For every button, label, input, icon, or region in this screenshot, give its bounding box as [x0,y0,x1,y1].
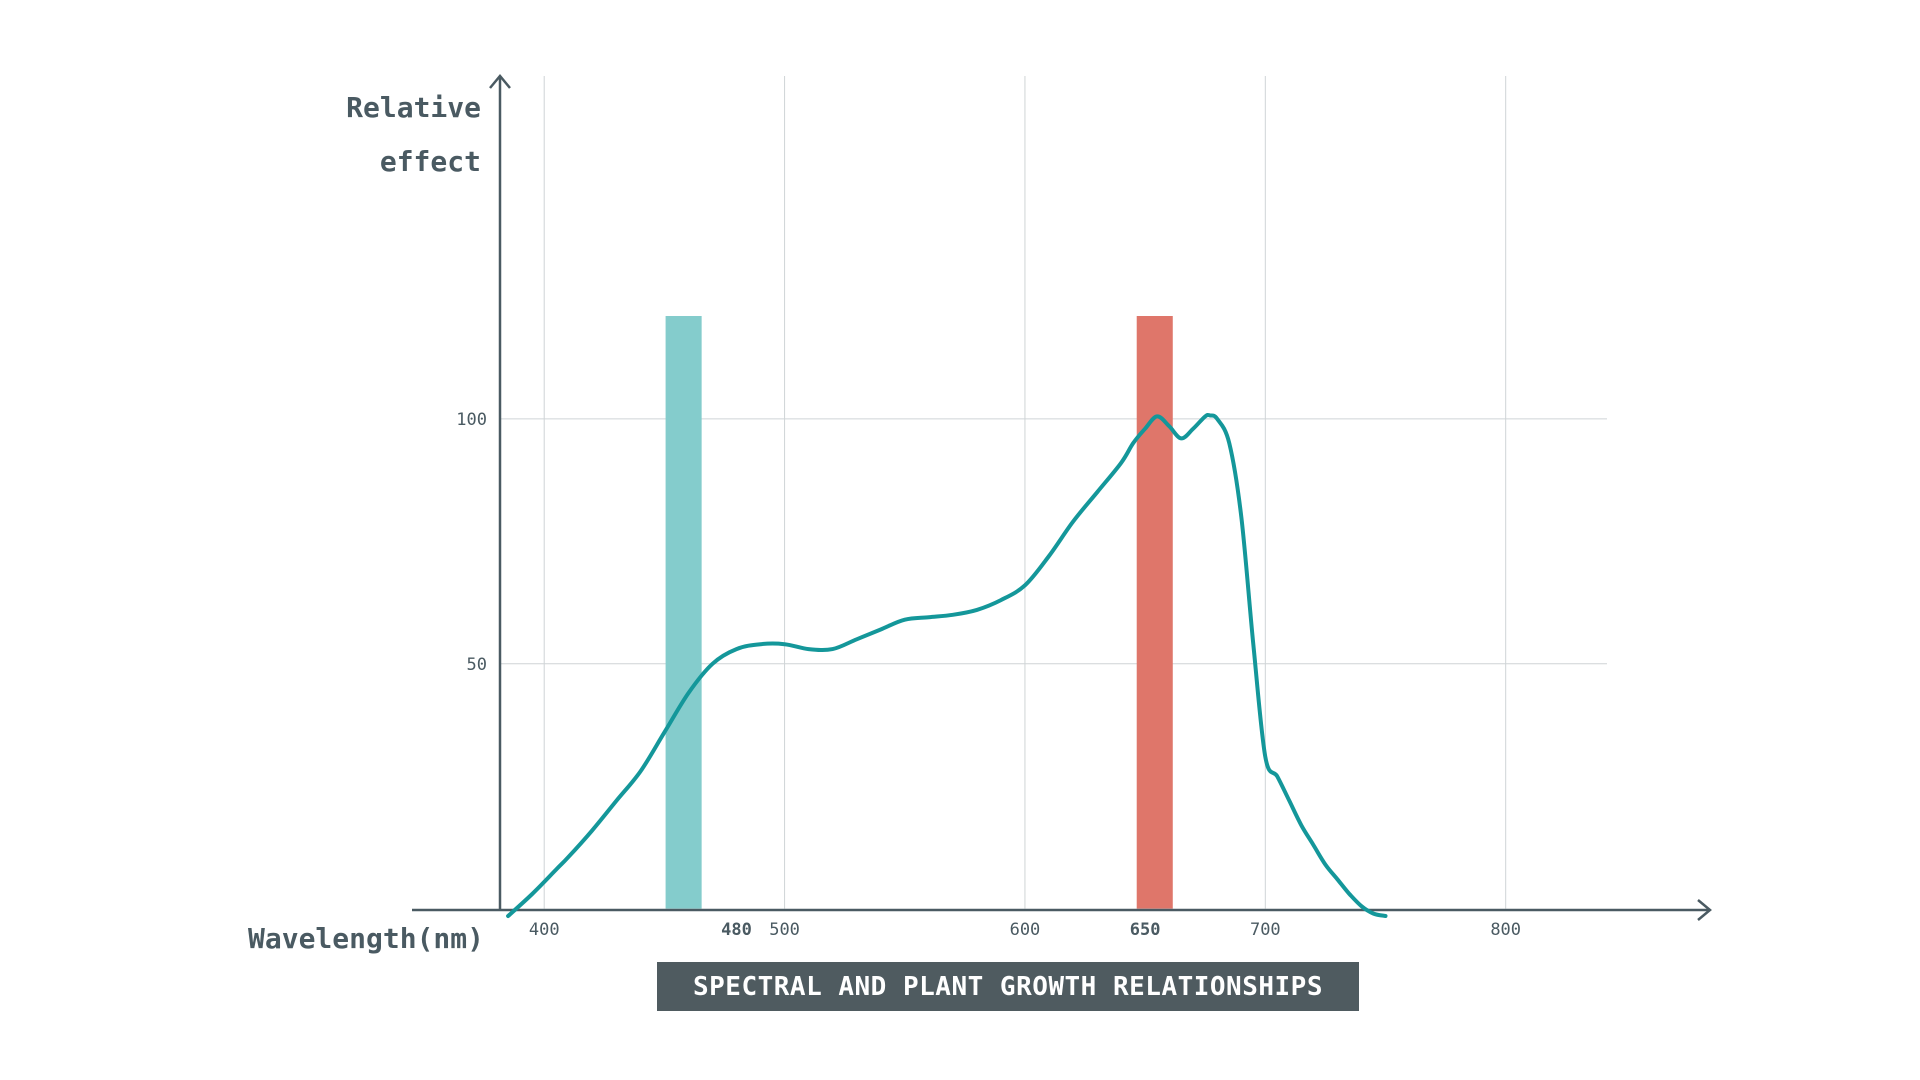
x-tick-label-600: 600 [1010,920,1041,940]
x-tick-label-700: 700 [1250,920,1281,940]
axis-layer [412,74,1712,921]
x-tick-label-650: 650 [1130,920,1161,940]
y-axis-title-line-2: effect [380,145,481,178]
y-tick-label-50: 50 [467,655,487,675]
x-tick-label-480: 480 [721,920,752,940]
series-layer [506,412,1388,918]
label-layer: Relative effect Wavelength(nm) 400 480 500… [248,91,1521,955]
x-tick-label-500: 500 [769,920,800,940]
x-tick-label-400: 400 [529,920,560,940]
x-axis-title: Wavelength(nm) [248,922,484,955]
y-axis-arrow-icon [489,74,511,89]
x-axis-arrow-icon [1697,899,1712,921]
chart-title-box: SPECTRAL AND PLANT GROWTH RELATIONSHIPS [657,962,1359,1011]
x-tick-label-800: 800 [1490,920,1521,940]
y-tick-label-100: 100 [456,410,487,430]
y-axis-title-line-1: Relative [346,91,481,124]
blue-band [665,316,702,909]
red-band [1136,316,1173,909]
relative-effect-curve [506,412,1388,918]
chart-title: SPECTRAL AND PLANT GROWTH RELATIONSHIPS [693,971,1323,1002]
band-layer [665,316,1173,909]
